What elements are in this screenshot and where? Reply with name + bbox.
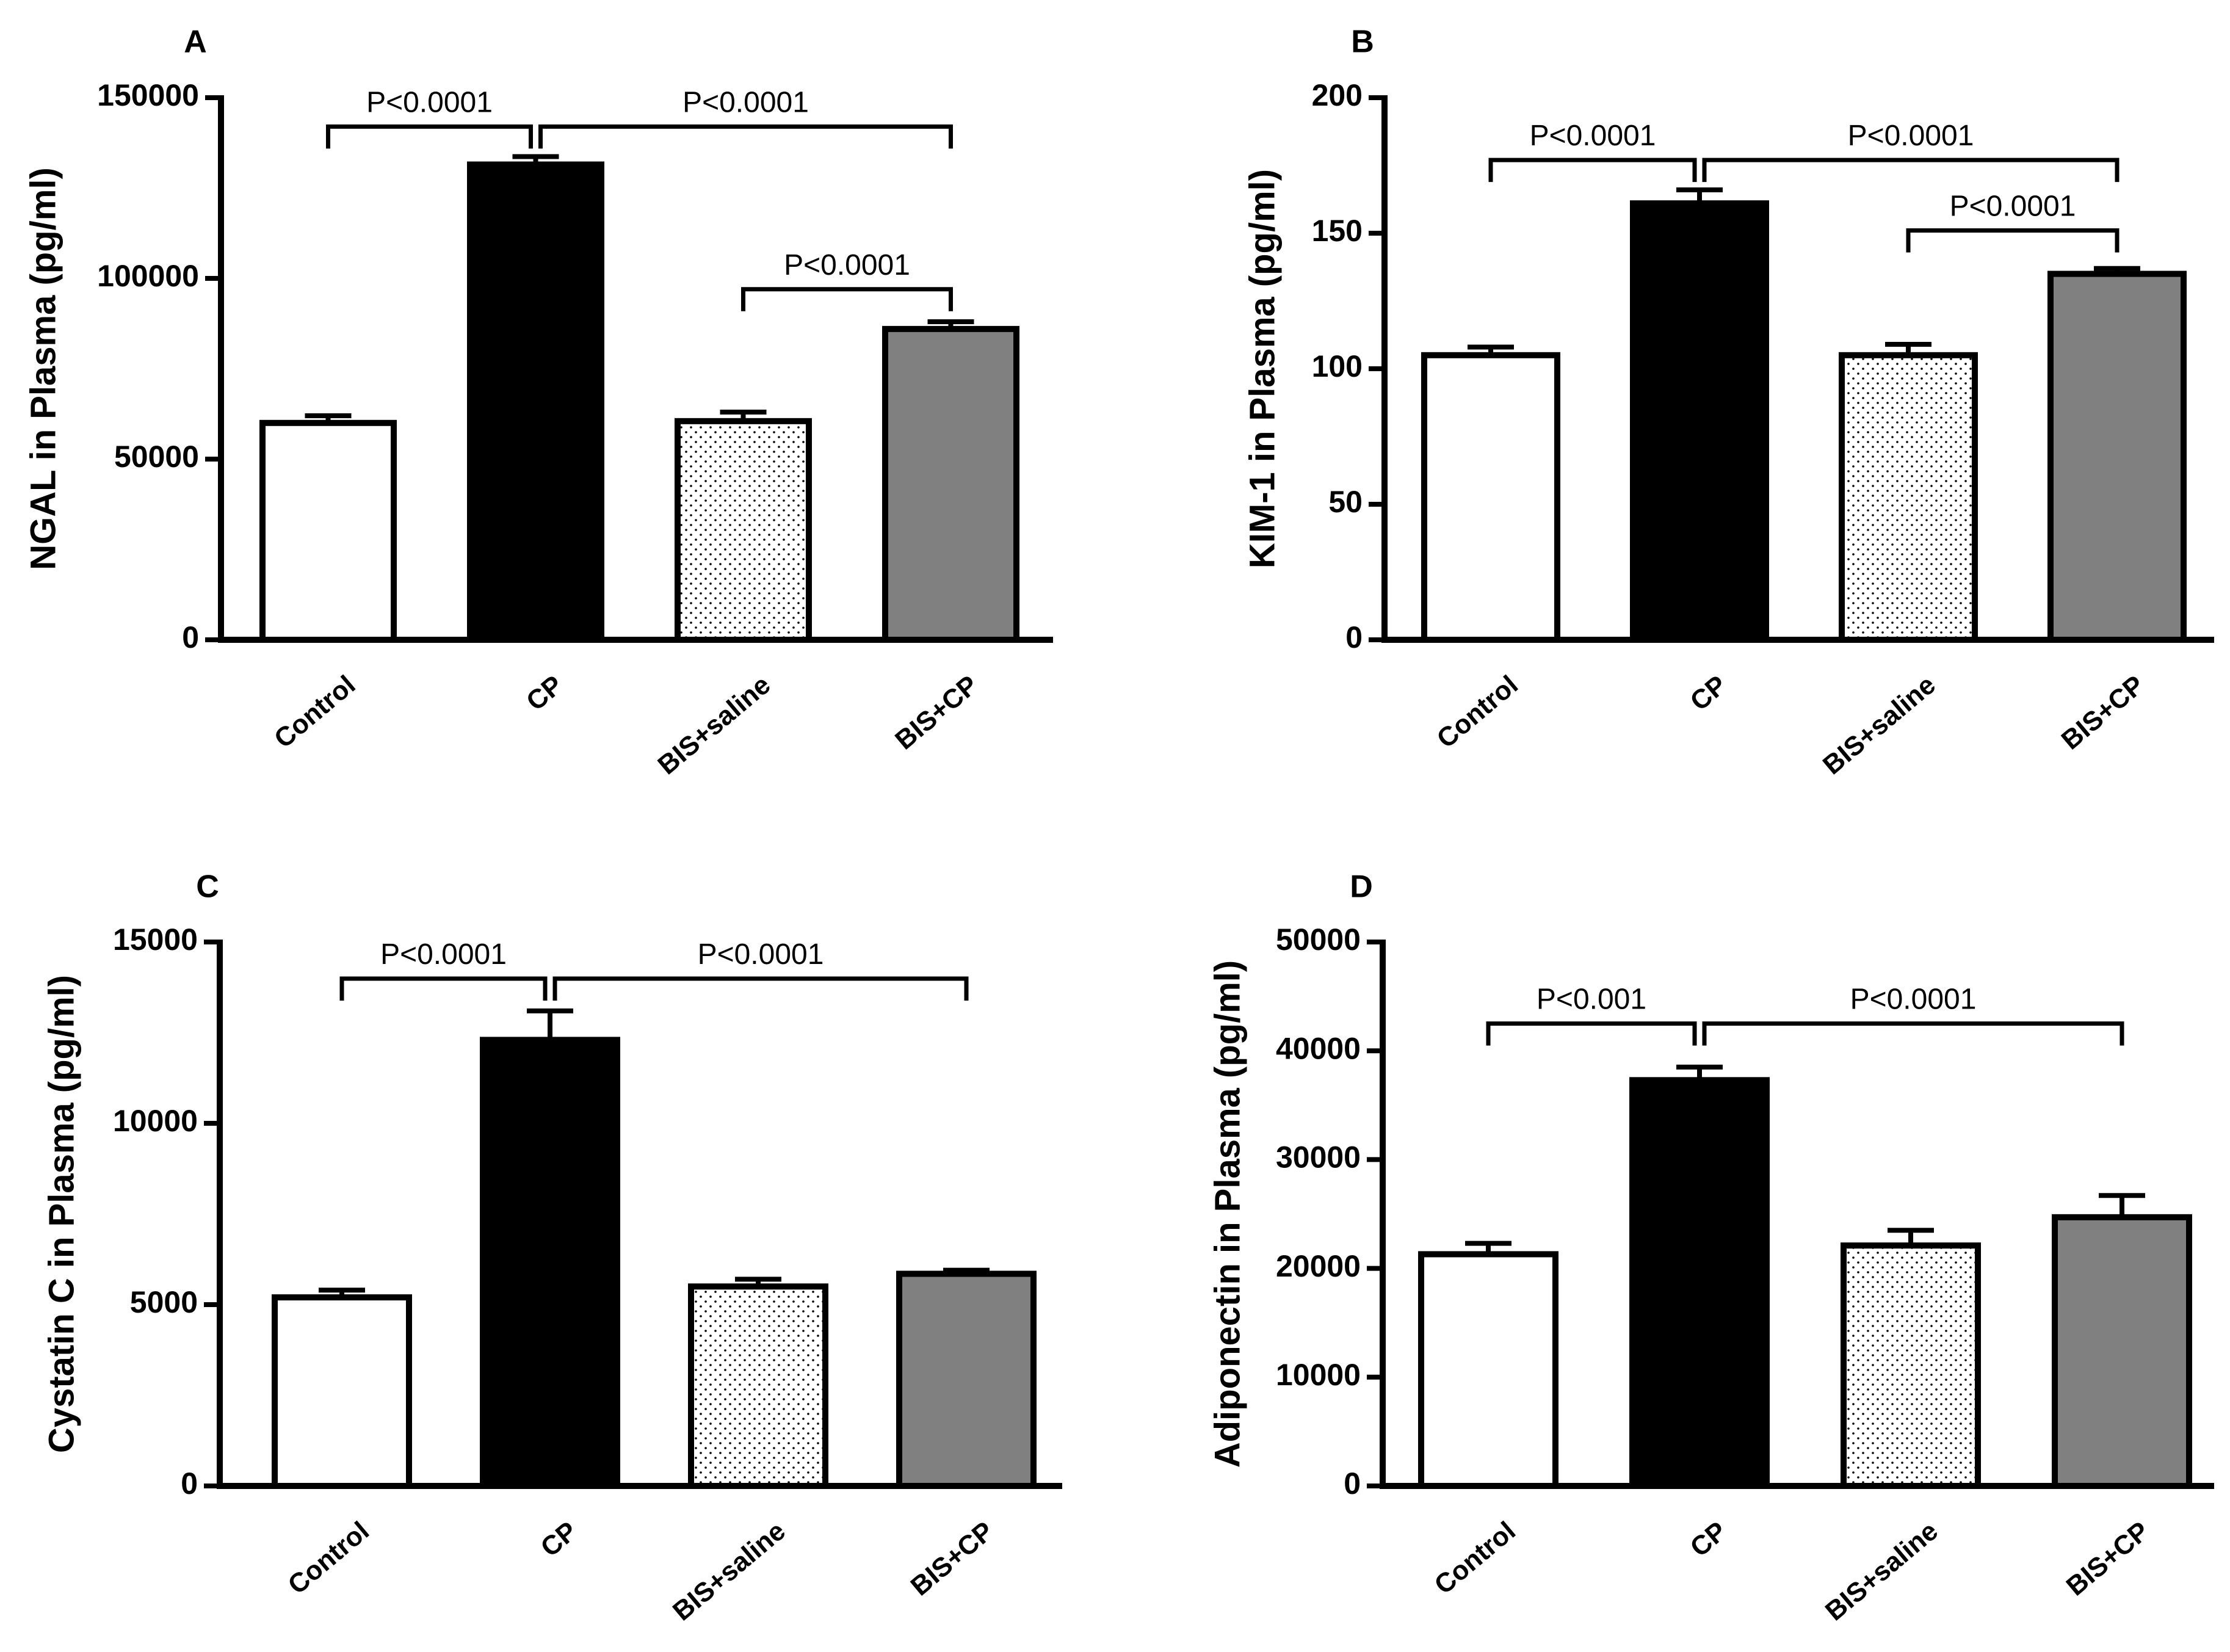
panel-b-p-value-label: P<0.0001 — [1530, 120, 1656, 152]
panel-d-bar-bis-saline — [1841, 1242, 1981, 1489]
panel-a-significance-bracket — [741, 287, 953, 311]
panel-c-significance-bracket — [552, 976, 969, 1001]
panel-c-x-tick-label: BIS+saline — [667, 1516, 791, 1626]
panel-c-bar-bis-saline — [688, 1283, 828, 1490]
panel-c-y-axis-label: Cystatin C in Plasma (pg/ml) — [42, 975, 81, 1453]
panel-c-bar-control — [272, 1294, 412, 1490]
panel-d-bar-control — [1418, 1251, 1558, 1490]
panel-c-p-value-label: P<0.0001 — [698, 938, 824, 971]
panel-d-y-tick-label: 10000 — [1276, 1358, 1361, 1392]
panel-d-p-value-label: P<0.0001 — [1850, 984, 1977, 1016]
panel-d-y-axis-label: Adiponectin in Plasma (pg/ml) — [1207, 960, 1247, 1468]
panel-a-significance-bracket — [326, 124, 533, 149]
panel-c-y-tick-label: 5000 — [130, 1285, 198, 1319]
panel-b-bar-control — [1421, 352, 1560, 643]
panel-d-p-value-label: P<0.001 — [1537, 984, 1646, 1016]
panel-b-bar-bis-cp — [2047, 270, 2187, 643]
panel-a-y-axis-label: NGAL in Plasma (pg/ml) — [23, 167, 63, 570]
panel-a-p-value-label: P<0.0001 — [366, 86, 493, 118]
panel-b-p-value-label: P<0.0001 — [1950, 190, 2076, 223]
panel-d-bar-bis-cp — [2052, 1214, 2192, 1489]
panel-b-p-value-label: P<0.0001 — [1848, 120, 1974, 152]
panel-b-significance-bracket — [1906, 228, 2120, 253]
panel-a-bar-bis-cp — [882, 325, 1019, 643]
panel-d-y-tick-label: 0 — [1344, 1466, 1361, 1501]
panel-a-y-tick-label: 150000 — [97, 78, 199, 112]
panel-c-x-tick-label: CP — [535, 1516, 583, 1563]
panel-b-bar-cp — [1630, 200, 1769, 643]
panel-b-significance-bracket — [1488, 158, 1697, 183]
panel-b-x-tick-label: BIS+CP — [2056, 670, 2150, 755]
panel-b-significance-bracket — [1702, 158, 2120, 183]
panel-d-x-tick-label: Control — [1429, 1516, 1521, 1600]
panel-b-y-tick-label: 200 — [1312, 78, 1363, 112]
panel-c-p-value-label: P<0.0001 — [380, 938, 507, 971]
panel-a-p-value-label: P<0.0001 — [682, 86, 809, 118]
panel-b-y-tick-label: 50 — [1328, 485, 1363, 519]
panel-b-y-tick-label: 0 — [1345, 620, 1363, 654]
panel-a-x-tick-label: BIS+saline — [652, 670, 776, 780]
panel-a-y-tick-label: 100000 — [97, 259, 199, 293]
panel-d-x-tick-label: CP — [1685, 1516, 1732, 1563]
panel-c-y-tick-label: 0 — [181, 1466, 198, 1501]
panel-c-x-tick-label: Control — [283, 1516, 375, 1600]
panel-b-letter: B — [1351, 24, 1374, 60]
panel-a-x-tick-label: CP — [521, 670, 568, 717]
panel-d-y-tick-label: 50000 — [1276, 922, 1361, 957]
panel-c-bar-bis-cp — [896, 1270, 1037, 1489]
panel-d-letter: D — [1350, 869, 1373, 905]
panel-c-bar-cp — [480, 1037, 620, 1489]
panel-a-bar-bis-saline — [675, 418, 812, 643]
panel-b-y-axis-label: KIM-1 in Plasma (pg/ml) — [1242, 169, 1282, 568]
panel-d-significance-bracket — [1486, 1021, 1697, 1046]
panel-b-x-tick-label: BIS+saline — [1817, 670, 1941, 780]
panel-c-letter: C — [196, 869, 219, 905]
panel-c-y-tick-label: 15000 — [113, 922, 198, 957]
panel-d-y-tick-label: 40000 — [1276, 1031, 1361, 1065]
panel-d-x-tick-label: BIS+saline — [1820, 1516, 1944, 1626]
panel-a-bar-control — [259, 419, 397, 643]
panel-a-significance-bracket — [538, 124, 953, 149]
panel-d-bar-cp — [1629, 1077, 1770, 1489]
panel-c-y-tick-label: 10000 — [113, 1104, 198, 1138]
panel-a-x-tick-label: Control — [269, 670, 361, 754]
panel-a-y-tick-label: 50000 — [114, 440, 199, 474]
panel-b-x-tick-label: CP — [1685, 670, 1732, 717]
panel-c-x-tick-label: BIS+CP — [905, 1516, 999, 1601]
panel-b-x-tick-label: Control — [1432, 670, 1524, 754]
panel-d-y-tick-label: 20000 — [1276, 1249, 1361, 1283]
panel-a-letter: A — [184, 24, 207, 60]
panel-a-x-tick-label: BIS+CP — [889, 670, 983, 755]
panel-d-y-tick-label: 30000 — [1276, 1140, 1361, 1175]
panel-a-p-value-label: P<0.0001 — [784, 249, 910, 281]
panel-b-y-tick-label: 100 — [1312, 349, 1363, 383]
panel-d-x-tick-label: BIS+CP — [2061, 1516, 2155, 1601]
panel-a-y-tick-label: 0 — [182, 620, 199, 654]
panel-d-significance-bracket — [1702, 1021, 2124, 1046]
panel-b-bar-bis-saline — [1839, 352, 1978, 643]
panel-a-bar-cp — [467, 161, 604, 643]
panel-b-y-tick-label: 150 — [1312, 214, 1363, 248]
panel-c-significance-bracket — [339, 976, 548, 1001]
